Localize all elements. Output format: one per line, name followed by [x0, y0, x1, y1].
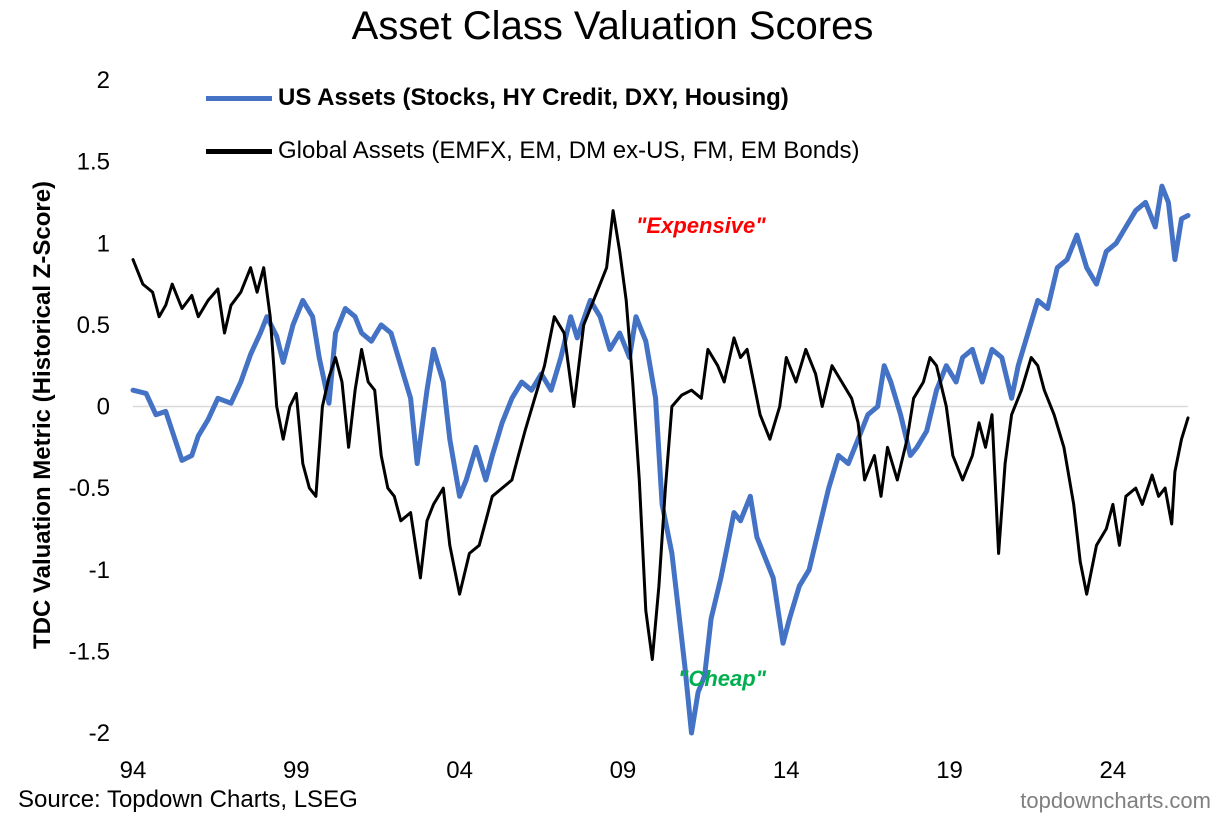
y-tick-label: 0 [97, 394, 110, 421]
y-tick-label: 1 [97, 230, 110, 257]
legend-item-us-assets: US Assets (Stocks, HY Credit, DXY, Housi… [206, 84, 789, 112]
y-tick-label: 1.5 [77, 149, 110, 176]
series-line-us-assets [130, 183, 1191, 736]
legend-label-global: Global Assets (EMFX, EM, DM ex-US, FM, E… [278, 137, 860, 164]
annotation-cheap: "Cheap" [678, 666, 767, 691]
y-tick-label: -1 [89, 557, 110, 584]
y-tick-label: -0.5 [69, 475, 110, 502]
legend-swatch-global [206, 148, 272, 154]
legend-swatch-us [206, 95, 272, 101]
x-tick-label: 09 [610, 757, 637, 784]
x-tick-label: 19 [936, 757, 963, 784]
legend-item-global-assets: Global Assets (EMFX, EM, DM ex-US, FM, E… [206, 137, 859, 165]
x-tick-label: 14 [773, 757, 800, 784]
y-tick-label: -2 [89, 720, 110, 747]
x-tick-label: 04 [446, 757, 473, 784]
legend-label-us: US Assets (Stocks, HY Credit, DXY, Housi… [278, 84, 789, 111]
y-tick-label: 2 [97, 67, 110, 94]
x-tick-label: 94 [120, 757, 147, 784]
y-axis: 2 1.5 1 0.5 0 -0.5 -1 -1.5 -2 [69, 67, 110, 747]
brand-watermark: topdowncharts.com [1020, 788, 1211, 813]
source-note: Source: Topdown Charts, LSEG [18, 786, 358, 813]
y-tick-label: -1.5 [69, 638, 110, 665]
x-tick-label: 99 [283, 757, 310, 784]
chart-title: Asset Class Valuation Scores [351, 4, 874, 48]
annotation-expensive: "Expensive" [636, 213, 766, 238]
series-layer [130, 183, 1191, 736]
x-axis: 94 99 04 09 14 19 24 [120, 757, 1127, 784]
y-axis-label: TDC Valuation Metric (Historical Z-Score… [29, 180, 56, 650]
y-tick-label: 0.5 [77, 312, 110, 339]
x-tick-label: 24 [1100, 757, 1127, 784]
series-line-global-assets [131, 209, 1190, 661]
